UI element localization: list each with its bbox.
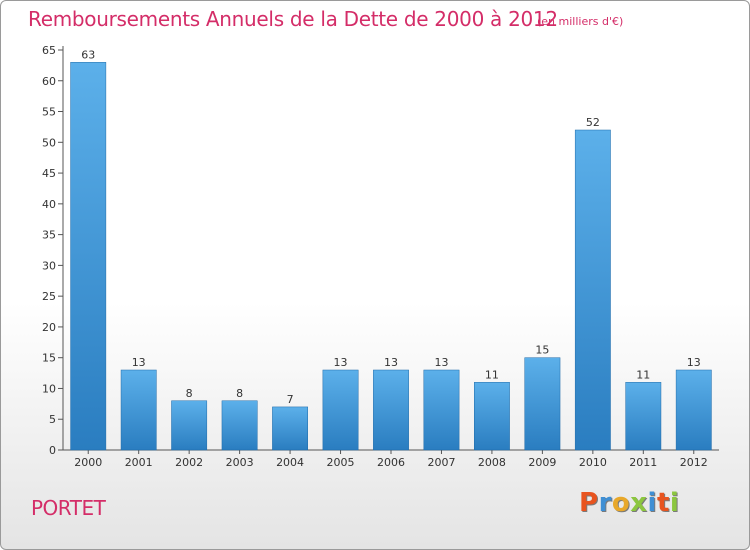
y-tick-label: 60 bbox=[42, 75, 56, 88]
logo-letter: i bbox=[647, 488, 657, 518]
data-label-2005: 13 bbox=[334, 356, 348, 369]
proxiti-logo: Proxiti bbox=[579, 488, 679, 518]
bar-2008 bbox=[474, 382, 510, 451]
x-tick-label: 2006 bbox=[377, 456, 405, 469]
commune-name: PORTET bbox=[31, 496, 106, 520]
x-tick-label: 2003 bbox=[226, 456, 254, 469]
logo-letter: i bbox=[669, 488, 680, 518]
y-tick-label: 15 bbox=[42, 352, 56, 365]
data-label-2009: 15 bbox=[535, 344, 549, 357]
bar-2009 bbox=[524, 357, 561, 451]
data-label-2011: 11 bbox=[636, 368, 650, 381]
unit-label: (en milliers d'€) bbox=[537, 15, 624, 28]
y-tick-label: 10 bbox=[42, 382, 56, 395]
bar-2010 bbox=[574, 129, 611, 451]
bar-2007 bbox=[423, 369, 460, 451]
y-axis: 0 5 10 15 20 25 30 35 40 45 50 55 60 65 bbox=[42, 44, 64, 457]
y-tick-label: 30 bbox=[42, 259, 56, 272]
y-tick-label: 55 bbox=[42, 106, 56, 119]
bar-2002 bbox=[171, 400, 208, 451]
bar-2011 bbox=[625, 382, 662, 451]
y-tick-label: 65 bbox=[42, 44, 56, 57]
y-tick-label: 35 bbox=[42, 229, 56, 242]
bar-2004 bbox=[272, 406, 308, 451]
y-tick-label: 20 bbox=[42, 321, 56, 334]
logo-letter: o bbox=[611, 488, 631, 518]
y-tick-label: 45 bbox=[42, 167, 56, 180]
bar-2005 bbox=[322, 369, 359, 451]
x-tick-label: 2010 bbox=[579, 456, 607, 469]
data-label-2010: 52 bbox=[586, 116, 600, 129]
y-tick-label: 5 bbox=[49, 413, 56, 426]
bar-series: 63 13 8 8 7 13 13 13 11 15 52 11 13 bbox=[70, 48, 712, 451]
y-tick-label: 40 bbox=[42, 198, 56, 211]
x-tick-label: 2001 bbox=[125, 456, 153, 469]
bar-2006 bbox=[373, 369, 409, 451]
x-tick-label: 2009 bbox=[528, 456, 556, 469]
bar-2012 bbox=[675, 369, 712, 451]
x-tick-label: 2007 bbox=[427, 456, 455, 469]
x-tick-label: 2008 bbox=[478, 456, 506, 469]
x-axis: 2000 2001 2002 2003 2004 2005 2006 2007 2008 2009… bbox=[63, 449, 719, 469]
bar-2000 bbox=[70, 62, 107, 451]
x-tick-label: 2005 bbox=[327, 456, 355, 469]
data-label-2012: 13 bbox=[687, 356, 701, 369]
data-label-2003: 8 bbox=[236, 387, 243, 400]
data-label-2006: 13 bbox=[384, 356, 398, 369]
y-tick-label: 25 bbox=[42, 290, 56, 303]
data-label-2004: 7 bbox=[287, 393, 294, 406]
x-tick-label: 2000 bbox=[74, 456, 102, 469]
data-label-2007: 13 bbox=[434, 356, 448, 369]
data-label-2001: 13 bbox=[132, 356, 146, 369]
x-tick-label: 2004 bbox=[276, 456, 304, 469]
logo-letter: x bbox=[630, 488, 648, 518]
logo-letter: P bbox=[579, 488, 599, 518]
x-tick-label: 2011 bbox=[629, 456, 657, 469]
logo-letter: t bbox=[656, 488, 670, 518]
bar-2001 bbox=[120, 369, 157, 451]
chart-title: Remboursements Annuels de la Dette de 20… bbox=[28, 7, 558, 31]
logo-letter: r bbox=[598, 488, 612, 518]
x-tick-label: 2012 bbox=[680, 456, 708, 469]
y-tick-label: 0 bbox=[49, 444, 56, 457]
bar-2003 bbox=[221, 400, 258, 451]
data-label-2002: 8 bbox=[186, 387, 193, 400]
x-tick-label: 2002 bbox=[175, 456, 203, 469]
data-label-2008: 11 bbox=[485, 368, 499, 381]
data-label-2000: 63 bbox=[81, 48, 95, 61]
y-tick-label: 50 bbox=[42, 136, 56, 149]
